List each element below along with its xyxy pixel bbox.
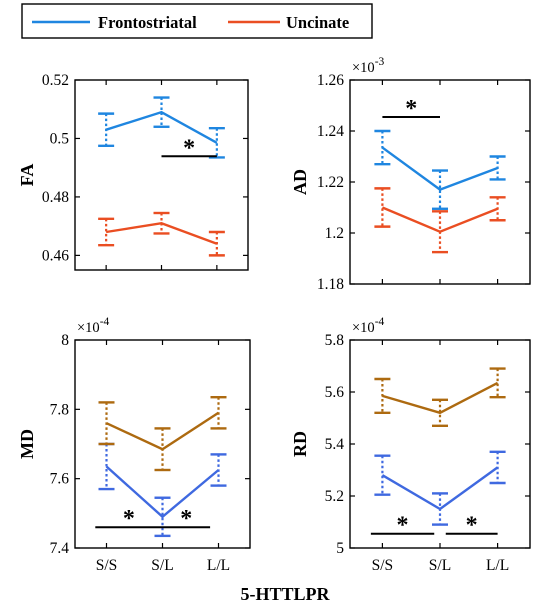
series-frontostriatal — [98, 96, 225, 159]
legend-label-uncinate: Uncinate — [286, 13, 349, 32]
panel-md: 7.4 7.6 7.8 8 S/S S/L L/L MD ×10-4 * * — [17, 316, 251, 574]
x-tick-label: L/L — [207, 557, 230, 574]
series-line — [105, 465, 220, 519]
x-axis-label: 5-HTTLPR — [240, 584, 330, 604]
y-tick-label: 1.24 — [317, 123, 344, 140]
series-line — [381, 466, 499, 511]
y-tick-label: 1.18 — [317, 276, 344, 293]
series-uncinate — [374, 187, 506, 254]
x-tick-label: S/L — [429, 557, 451, 574]
y-axis-label: FA — [17, 164, 37, 187]
y-tick-label: 1.2 — [325, 225, 344, 242]
y-axis-label: RD — [290, 431, 310, 457]
series-lower — [98, 442, 227, 538]
x-tick-label: S/S — [372, 557, 394, 574]
y-tick-label: 8 — [61, 332, 69, 349]
series-upper — [374, 367, 506, 427]
y-scale-exponent: ×10-4 — [77, 316, 110, 336]
significance-star: * — [405, 96, 417, 122]
axes-box — [349, 339, 531, 549]
y-tick-label: 7.8 — [50, 401, 70, 418]
y-tick-label: 5.6 — [325, 384, 345, 401]
y-scale-exponent: ×10-3 — [352, 56, 385, 76]
y-scale-exponent: ×10-4 — [352, 316, 385, 336]
significance-star: * — [180, 506, 192, 532]
legend-label-frontostriatal: Frontostriatal — [98, 13, 197, 32]
series-upper — [98, 396, 227, 472]
y-tick-label: 0.46 — [42, 247, 69, 264]
series-line — [105, 411, 220, 451]
y-tick-label: 0.5 — [50, 130, 70, 147]
y-tick-label: 1.22 — [317, 174, 344, 191]
y-tick-label: 0.52 — [42, 72, 69, 89]
y-axis-label: AD — [290, 169, 310, 195]
x-tick-label: S/S — [96, 557, 118, 574]
series-line — [381, 206, 499, 234]
y-tick-label: 7.4 — [50, 540, 70, 557]
y-tick-label: 5 — [336, 540, 344, 557]
x-tick-label: S/L — [151, 557, 173, 574]
y-axis-label: MD — [17, 429, 37, 459]
series-line — [382, 381, 499, 415]
series-uncinate — [98, 211, 225, 257]
y-tick-label: 5.8 — [325, 332, 345, 349]
y-tick-label: 5.2 — [325, 488, 344, 505]
significance-star: * — [183, 135, 195, 161]
y-tick-label: 7.6 — [50, 471, 70, 488]
panel-rd: 5 5.2 5.4 5.6 5.8 S/S S/L L/L RD ×10-4 * * — [290, 316, 531, 574]
legend: Frontostriatal Uncinate — [21, 3, 373, 39]
significance-star: * — [397, 513, 409, 539]
panel-ad: 1.18 1.2 1.22 1.24 1.26 AD ×10-3 * — [290, 56, 531, 293]
significance-star: * — [123, 506, 135, 532]
y-tick-label: 1.26 — [317, 72, 344, 89]
panel-fa: 0.46 0.48 0.5 0.52 FA * — [17, 72, 249, 271]
series-line — [381, 146, 499, 192]
series-lower — [374, 450, 506, 526]
series-line — [105, 221, 218, 245]
y-tick-label: 5.4 — [325, 436, 345, 453]
series-line — [105, 110, 218, 144]
y-tick-label: 0.48 — [42, 189, 69, 206]
x-tick-label: L/L — [486, 557, 509, 574]
significance-star: * — [466, 513, 478, 539]
series-frontostriatal — [374, 129, 506, 210]
